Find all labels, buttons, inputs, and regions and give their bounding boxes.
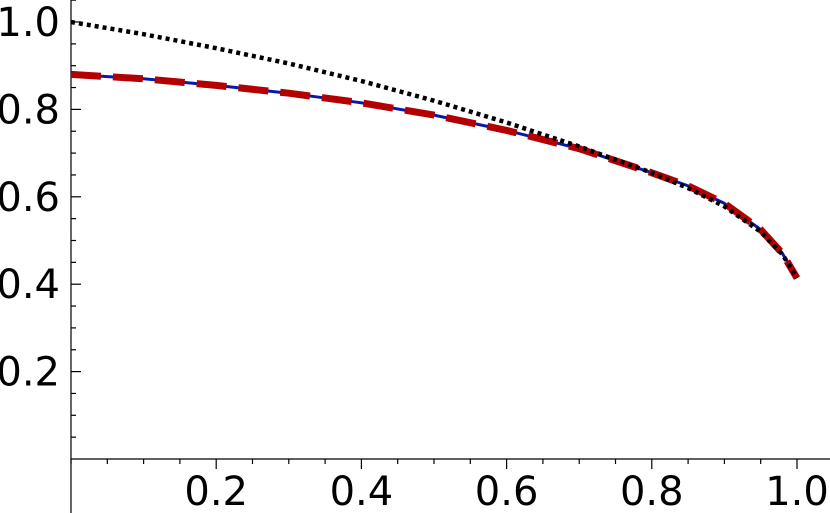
y-tick-label: 1.0 [0, 0, 60, 46]
x-tick-label: 1.0 [765, 469, 829, 513]
x-tick-label: 0.6 [475, 469, 539, 513]
y-tick-label: 0.8 [0, 87, 60, 133]
ticks [70, 0, 798, 469]
x-tick-label: 0.4 [330, 469, 394, 513]
series-solid-line [70, 72, 799, 279]
x-tick-label: 0.2 [184, 469, 248, 513]
y-tick-label: 0.4 [0, 262, 60, 308]
axes [70, 0, 830, 513]
y-tick-label: 0.2 [0, 350, 60, 396]
x-tick-label: 0.8 [620, 469, 684, 513]
y-tick-label: 0.6 [0, 175, 60, 221]
series-dotted-line [70, 19, 799, 280]
series-lines [70, 19, 801, 280]
series-dashed-line [70, 70, 801, 280]
